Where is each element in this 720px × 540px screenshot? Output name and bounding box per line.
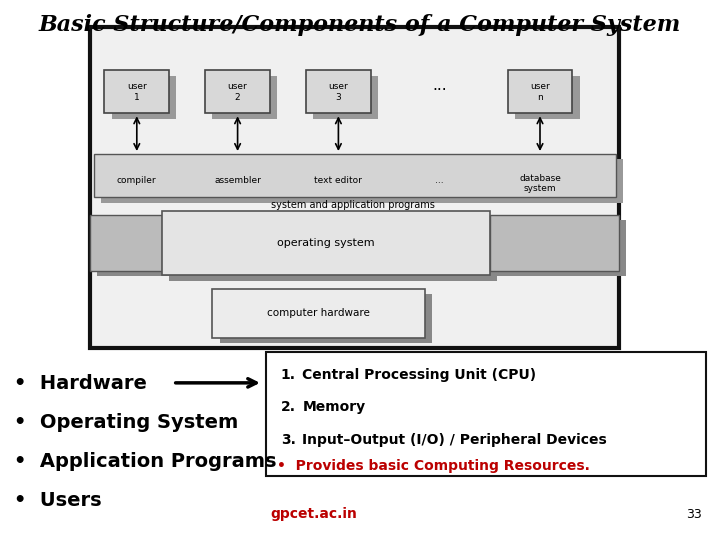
Text: •  Hardware: • Hardware — [14, 374, 148, 393]
FancyBboxPatch shape — [313, 76, 378, 119]
FancyBboxPatch shape — [306, 70, 371, 113]
FancyBboxPatch shape — [212, 76, 277, 119]
Text: user
n: user n — [530, 82, 550, 102]
FancyBboxPatch shape — [205, 70, 270, 113]
Text: database
system: database system — [519, 174, 561, 193]
Text: Input–Output (I/O) / Peripheral Devices: Input–Output (I/O) / Peripheral Devices — [302, 433, 607, 447]
Text: 1.: 1. — [281, 368, 296, 382]
Text: operating system: operating system — [277, 238, 374, 248]
Text: gpcet.ac.in: gpcet.ac.in — [270, 507, 357, 521]
FancyBboxPatch shape — [497, 220, 626, 276]
FancyBboxPatch shape — [169, 216, 497, 281]
Text: •  Users: • Users — [14, 490, 102, 510]
Text: text editor: text editor — [315, 177, 362, 185]
FancyBboxPatch shape — [97, 220, 169, 276]
Text: system and application programs: system and application programs — [271, 200, 435, 210]
Text: 33: 33 — [686, 508, 702, 521]
FancyBboxPatch shape — [490, 215, 619, 271]
FancyBboxPatch shape — [94, 154, 616, 197]
FancyBboxPatch shape — [104, 70, 169, 113]
Text: assembler: assembler — [214, 177, 261, 185]
Text: compiler: compiler — [117, 177, 157, 185]
Text: •  Operating System: • Operating System — [14, 413, 238, 432]
Text: user
2: user 2 — [228, 82, 248, 102]
FancyBboxPatch shape — [508, 70, 572, 113]
Text: ...: ... — [432, 78, 446, 93]
Text: 2.: 2. — [281, 400, 296, 414]
Text: computer hardware: computer hardware — [267, 308, 370, 318]
FancyBboxPatch shape — [101, 159, 623, 202]
Text: user
1: user 1 — [127, 82, 147, 102]
Text: ...: ... — [435, 177, 444, 185]
FancyBboxPatch shape — [515, 76, 580, 119]
Text: •  Provides basic Computing Resources.: • Provides basic Computing Resources. — [277, 459, 590, 473]
FancyBboxPatch shape — [266, 352, 706, 476]
Text: •  Application Programs: • Application Programs — [14, 451, 277, 471]
FancyBboxPatch shape — [90, 215, 162, 271]
FancyBboxPatch shape — [212, 289, 425, 338]
Text: Central Processing Unit (CPU): Central Processing Unit (CPU) — [302, 368, 536, 382]
Text: Memory: Memory — [302, 400, 366, 414]
Text: 3.: 3. — [281, 433, 296, 447]
FancyBboxPatch shape — [162, 211, 490, 275]
Text: Basic Structure/Components of a Computer System: Basic Structure/Components of a Computer… — [39, 14, 681, 36]
FancyBboxPatch shape — [112, 76, 176, 119]
FancyBboxPatch shape — [90, 27, 619, 348]
FancyBboxPatch shape — [220, 294, 432, 343]
Text: user
3: user 3 — [328, 82, 348, 102]
